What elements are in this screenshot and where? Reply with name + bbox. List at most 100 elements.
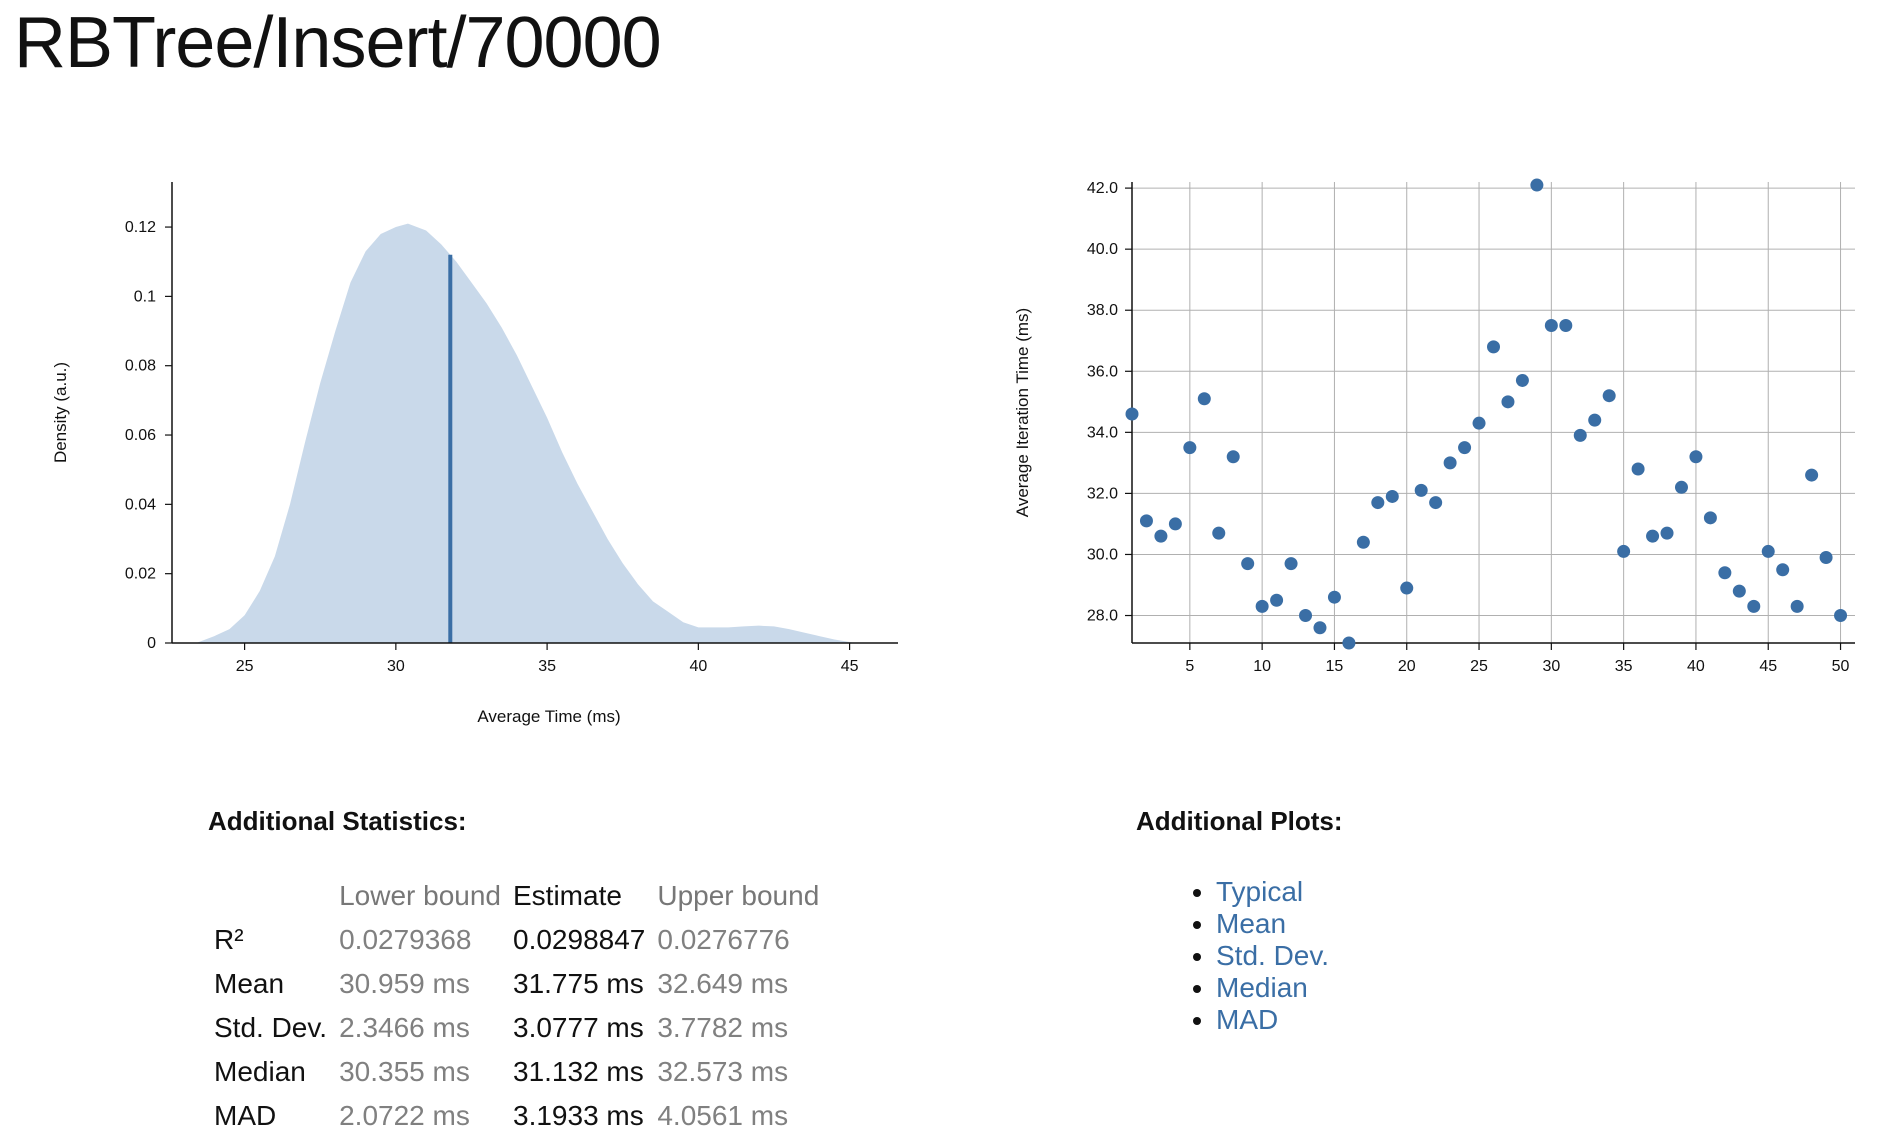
scatter-point [1472,416,1486,430]
scatter-point [1154,529,1168,543]
column-header-lower-bound: Lower bound [339,880,501,911]
scatter-point [1674,480,1688,494]
scatter-point [1429,496,1443,510]
lower-bound-value: 2.0722 ms [339,1100,470,1131]
estimate-value: 31.775 ms [513,968,644,999]
scatter-point [1197,392,1211,406]
y-axis-title: Density (a.u.) [51,362,70,463]
x-tick-label: 25 [236,658,254,675]
lower-bound-value: 0.0279368 [339,924,472,955]
scatter-point [1602,389,1616,403]
scatter-point [1212,526,1226,540]
list-item: Median [1216,972,1329,1004]
scatter-point [1530,178,1544,192]
estimate-value: 3.1933 ms [513,1100,644,1131]
scatter-point [1270,593,1284,607]
x-tick-label: 45 [1759,658,1777,675]
iteration-times-chart: 5 10 15 20 25 30 35 40 45 50 28.0 30.0 32.0 34.0 36.0 3… [1013,178,1855,675]
y-tick-label: 42.0 [1087,180,1118,197]
plot-link-mad[interactable]: MAD [1216,1004,1279,1035]
scatter-point [1458,441,1472,455]
x-tick-label: 5 [1185,658,1194,675]
scatter-point [1327,590,1341,604]
scatter-point [1385,489,1399,503]
density-chart: 25 30 35 40 45 0 0.02 0.04 0.06 0.08 0.1 0.12 Averag… [51,182,898,726]
plot-link-typical[interactable]: Typical [1216,876,1304,907]
scatter-point [1226,450,1240,464]
scatter-point [1617,544,1631,558]
upper-bound-value: 4.0561 ms [657,1100,789,1131]
x-tick-label: 50 [1832,658,1850,675]
x-tick-label: 40 [1687,658,1705,675]
page-title: RBTree/Insert/70000 [14,3,662,83]
x-tick-label: 35 [538,658,556,675]
y-tick-label: 28.0 [1087,608,1118,625]
scatter-point [1718,566,1732,580]
scatter-point [1646,529,1660,543]
row-label: MAD [214,1100,277,1131]
x-tick-label: 10 [1253,658,1271,675]
scatter-point [1573,428,1587,442]
scatter-point [1501,395,1515,409]
scatter-point [1761,544,1775,558]
scatter-point [1790,599,1804,613]
y-tick-label: 36.0 [1087,363,1118,380]
y-tick-label: 34.0 [1087,424,1118,441]
scatter-point [1559,318,1573,332]
column-header-blank [208,880,333,918]
y-tick-label: 32.0 [1087,485,1118,502]
y-tick-label: 38.0 [1087,302,1118,319]
scatter-point [1168,517,1182,531]
x-tick-label: 25 [1470,658,1488,675]
estimate-value: 0.0298847 [513,924,646,955]
plot-link-median[interactable]: Median [1216,972,1308,1003]
scatter-point [1241,557,1255,571]
scatter-point [1660,526,1674,540]
scatter-point [1139,514,1153,528]
y-tick-label: 0.08 [125,358,156,375]
scatter-point [1732,584,1746,598]
scatter-point [1776,563,1790,577]
x-tick-label: 35 [1615,658,1633,675]
scatter-point [1414,483,1428,497]
scatter-point [1400,581,1414,595]
y-tick-label: 0.06 [125,427,156,444]
y-tick-label: 0.1 [134,288,156,305]
list-item: MAD [1216,1004,1329,1036]
x-tick-label: 20 [1398,658,1416,675]
x-tick-label: 30 [387,658,405,675]
x-tick-label: 45 [841,658,859,675]
y-tick-label: 0.02 [125,566,156,583]
scatter-point [1342,636,1356,650]
row-label: Median [214,1056,306,1087]
y-tick-label: 0 [147,635,156,652]
scatter-point [1255,599,1269,613]
scatter-point [1819,551,1833,565]
lower-bound-value: 2.3466 ms [339,1012,470,1043]
scatter-point [1631,462,1645,476]
density-area [196,223,856,643]
plot-link-std-dev[interactable]: Std. Dev. [1216,940,1330,971]
upper-bound-value: 32.573 ms [657,1056,789,1087]
y-tick-label: 0.04 [125,496,156,513]
x-axis-title: Average Time (ms) [477,707,620,726]
scatter-point [1747,599,1761,613]
scatter-point [1703,511,1717,525]
statistics-table: Lower bound Estimate Upper bound R² 0.02… [208,880,825,1138]
upper-bound-value: 3.7782 ms [657,1012,789,1043]
scatter-point [1544,318,1558,332]
upper-bound-value: 0.0276776 [657,924,790,955]
x-tick-label: 40 [689,658,707,675]
scatter-point [1356,535,1370,549]
x-tick-label: 30 [1542,658,1560,675]
plot-link-mean[interactable]: Mean [1216,908,1287,939]
scatter-point [1125,407,1139,421]
row-label: Mean [214,968,285,999]
additional-plots-list: Typical Mean Std. Dev. Median MAD [1186,876,1329,1036]
scatter-point [1371,496,1385,510]
column-header-estimate: Estimate [513,880,622,911]
upper-bound-value: 32.649 ms [657,968,789,999]
scatter-point [1515,373,1529,387]
scatter-point [1299,609,1313,623]
table-row: Mean 30.959 ms 31.775 ms 32.649 ms [208,962,825,1006]
